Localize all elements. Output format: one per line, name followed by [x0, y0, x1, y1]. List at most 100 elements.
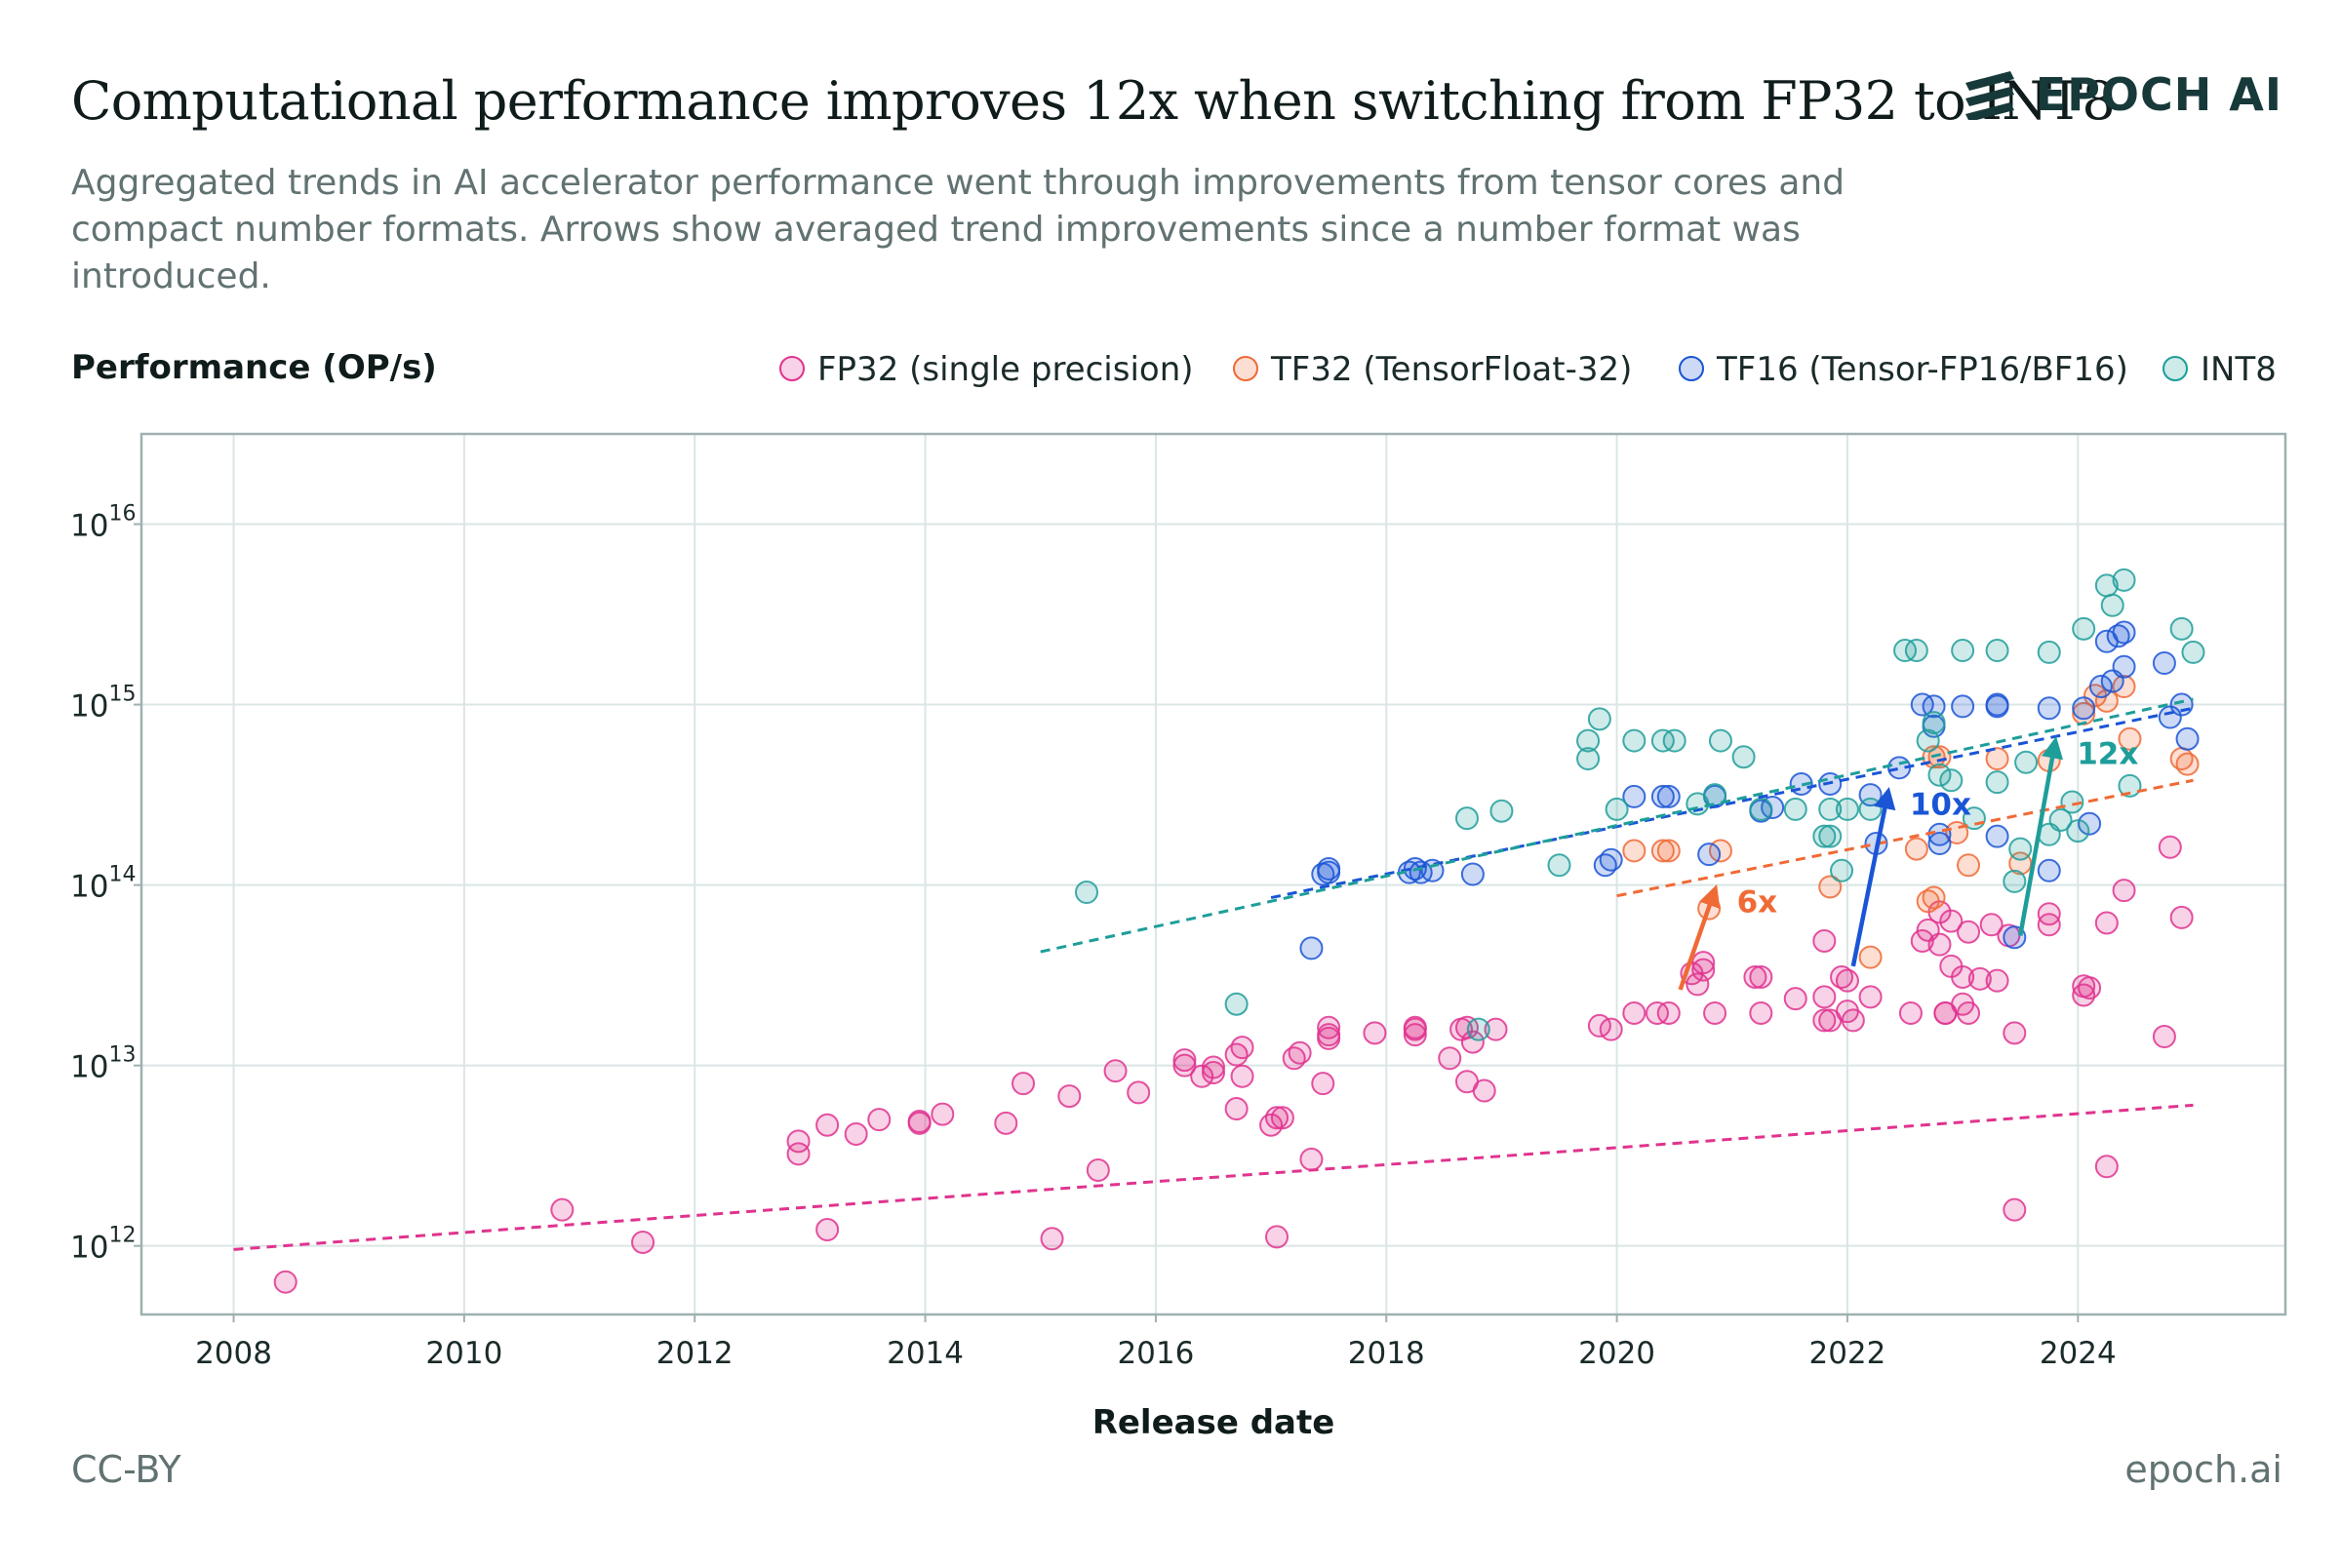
int8-point [1731, 745, 1756, 769]
fp32-point [1691, 951, 1716, 975]
int8-point [1922, 711, 1946, 735]
tf16-point [1622, 784, 1647, 808]
fp32-point [1599, 1017, 1623, 1041]
tf32-point [1622, 839, 1647, 863]
tf16-point [2037, 858, 2061, 882]
fp32-point [1957, 1000, 1981, 1025]
int8-point [1783, 797, 1807, 821]
int8-point [1454, 806, 1479, 831]
fp32-point [1812, 928, 1837, 953]
fp32-point [1012, 1072, 1036, 1096]
fp32-point [867, 1108, 892, 1132]
fp32-point [1979, 913, 2004, 937]
tf32-point [1957, 853, 1981, 878]
tf16-improvement-label: 10x [1910, 787, 1971, 822]
fp32-point [1656, 1000, 1681, 1025]
fp32-point [1703, 1000, 1727, 1025]
int8-point [2181, 640, 2205, 664]
fp32-point [907, 1110, 932, 1134]
tf32-trend-line [1616, 778, 2194, 898]
int8-point [2008, 837, 2033, 861]
tf16-point [2112, 654, 2136, 679]
fp32-point [1858, 985, 1883, 1009]
int8-point [1835, 797, 1859, 821]
site-link[interactable]: epoch.ai [2124, 1448, 2282, 1491]
tf16-point [2112, 620, 2136, 645]
int8-trend-line [1040, 697, 2194, 954]
x-tick-label: 2008 [195, 1336, 272, 1371]
fp32-point [1898, 1000, 1923, 1025]
int8-point [1858, 797, 1883, 821]
fp32-point [2078, 976, 2102, 1000]
fp32-point [2169, 905, 2194, 929]
fp32-point [815, 1218, 840, 1242]
fp32-point [631, 1230, 655, 1254]
tf32-point [2175, 752, 2200, 776]
fp32-point [994, 1111, 1018, 1135]
int8-point [1224, 992, 1249, 1016]
fp32-point [1783, 987, 1807, 1011]
fp32-point [815, 1113, 840, 1137]
license-label: CC-BY [71, 1448, 181, 1491]
fp32-point [1403, 1023, 1427, 1047]
int8-improvement-arrow [2017, 736, 2064, 936]
fp32-point [1927, 932, 1952, 957]
fp32-point [2112, 879, 2136, 903]
legend-label: TF32 (TensorFloat-32) [1270, 350, 1632, 389]
legend-label: INT8 [2201, 350, 2277, 389]
tf16-point [1697, 843, 1722, 867]
tf16-point [2175, 726, 2200, 751]
int8-point [2072, 616, 2096, 641]
x-tick-label: 2024 [2040, 1336, 2117, 1371]
fp32-point [1749, 1000, 1773, 1025]
chart-subtitle: Aggregated trends in AI accelerator perf… [71, 163, 1845, 296]
fp32-point [1172, 1053, 1197, 1078]
legend: FP32 (single precision) TF32 (TensorFloat… [779, 350, 2277, 389]
fp32-point [1127, 1080, 1151, 1105]
fp32-point [1363, 1021, 1387, 1045]
chart-title: Computational performance improves 12x w… [71, 70, 2116, 132]
legend-item-fp32: FP32 (single precision) [779, 350, 1194, 389]
fp32-point [1985, 968, 2009, 993]
fp32-point [1103, 1059, 1128, 1083]
plot-frame [139, 432, 2287, 1316]
legend-marker [1233, 356, 1258, 381]
epoch-logo-icon [1964, 71, 2014, 120]
tf32-point [1656, 839, 1681, 863]
int8-point [1576, 747, 1601, 771]
int8-improvement-label: 12x [2077, 737, 2138, 772]
fp32-point [1622, 1000, 1647, 1025]
int8-point [1708, 728, 1732, 753]
tf16-point [2088, 675, 2113, 699]
x-tick-label: 2022 [1808, 1336, 1885, 1371]
fp32-point [1311, 1072, 1335, 1096]
fp32-point [1939, 909, 1964, 933]
fp32-point [1057, 1084, 1082, 1109]
tf16-point [1460, 862, 1485, 886]
fp32-point [786, 1142, 811, 1166]
x-tick-label: 2014 [887, 1336, 964, 1371]
fp32-point [1472, 1078, 1496, 1103]
tf16-point [1650, 784, 1675, 808]
fp32-point [2094, 911, 2119, 935]
tf16-point [1922, 694, 1946, 719]
tf16-point [1985, 694, 2009, 719]
fp32-point [786, 1129, 811, 1154]
int8-point [1662, 728, 1686, 753]
legend-label: FP32 (single precision) [817, 350, 1194, 389]
int8-point [1985, 639, 2009, 663]
epoch-ai-logo: EPOCH AI [1962, 68, 2282, 121]
legend-marker [1679, 356, 1704, 381]
y-tick-label: 1016 [70, 502, 136, 544]
int8-point [1939, 768, 1964, 793]
fp32-point [2158, 835, 2182, 859]
tf16-point [1951, 694, 1975, 719]
fp32-point [1686, 972, 1710, 997]
int8-point [1927, 763, 1952, 787]
int8-point [1916, 728, 1940, 753]
fp32-point [2152, 1025, 2176, 1049]
fp32-point [2037, 902, 2061, 926]
x-tick-label: 2018 [1348, 1336, 1425, 1371]
tf16-point [1985, 824, 2009, 848]
fp32-point [1438, 1046, 1462, 1071]
